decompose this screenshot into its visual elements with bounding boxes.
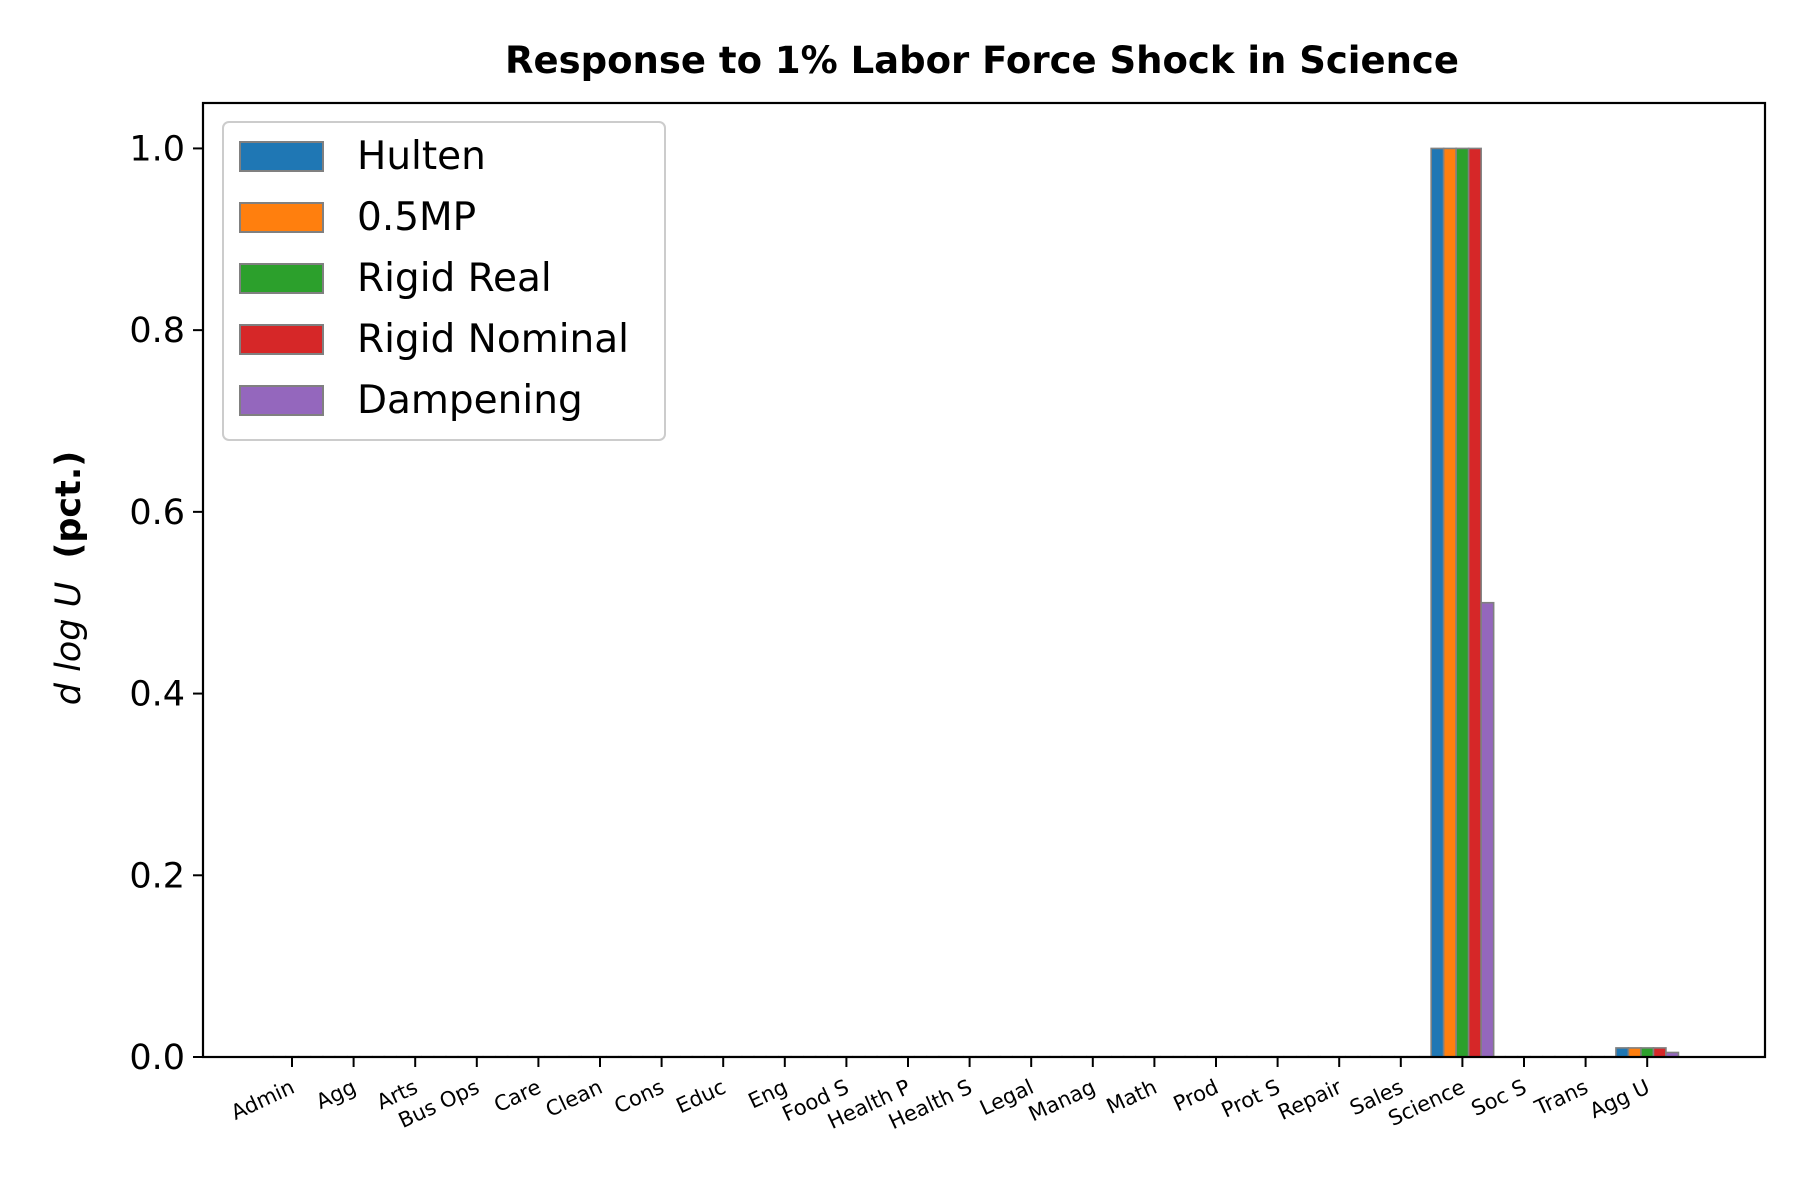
bar-hulten-science <box>1430 147 1445 1058</box>
legend-label: Rigid Real <box>357 256 552 301</box>
x-tick-label: Cons <box>611 1075 668 1119</box>
x-tick-label: Manag <box>1025 1075 1099 1127</box>
x-tick-label: Math <box>1103 1075 1161 1119</box>
x-tick-label: Repair <box>1274 1075 1345 1125</box>
y-tick-label: 1.0 <box>129 129 185 169</box>
legend: Hulten 0.5MP Rigid Real Rigid Nominal Dampen… <box>222 121 666 441</box>
y-tick-label: 0.2 <box>129 856 185 896</box>
legend-box <box>222 121 666 441</box>
legend-label: Rigid Nominal <box>357 317 629 362</box>
y-axis-label-unit: (pct.) <box>49 451 89 559</box>
x-tick-label: Agg <box>312 1075 359 1114</box>
legend-label: Dampening <box>357 378 583 423</box>
bar-rigid-real-agg-u <box>1640 1047 1655 1058</box>
legend-label: 0.5MP <box>357 195 476 240</box>
bar-0-5mp-agg-u <box>1627 1047 1642 1058</box>
bar-0-5mp-science <box>1442 147 1457 1058</box>
y-tick-label: 0.0 <box>129 1038 185 1078</box>
legend-swatch <box>239 263 324 294</box>
bar-rigid-nominal-agg-u <box>1652 1047 1667 1058</box>
x-tick-label: Prod <box>1170 1075 1222 1116</box>
y-tick-label: 0.8 <box>129 311 185 351</box>
legend-label: Hulten <box>357 134 486 179</box>
svg-text:d log U (pct.): d log U (pct.) <box>49 451 89 705</box>
legend-swatch <box>239 141 324 172</box>
bar-rigid-real-science <box>1455 147 1470 1058</box>
chart-title: Response to 1% Labor Force Shock in Scie… <box>505 39 1459 82</box>
x-tick-label: Admin <box>227 1075 298 1125</box>
x-tick-label: Care <box>490 1075 544 1117</box>
y-tick-label: 0.6 <box>129 493 185 533</box>
legend-swatch <box>239 385 324 416</box>
x-tick-label: Clean <box>542 1075 606 1122</box>
bar-hulten-agg-u <box>1615 1047 1630 1058</box>
y-axis-label-main: d log U <box>49 582 89 705</box>
x-tick-label: Agg U <box>1586 1075 1653 1123</box>
bar-dampening-science <box>1480 601 1495 1058</box>
x-tick-label: Trans <box>1530 1075 1591 1121</box>
bar-rigid-nominal-science <box>1467 147 1482 1058</box>
x-tick-label: Soc S <box>1468 1075 1530 1121</box>
legend-swatch <box>239 202 324 233</box>
x-tick-label: Prot S <box>1218 1075 1284 1123</box>
y-tick-label: 0.4 <box>129 675 185 715</box>
legend-swatch <box>239 324 324 355</box>
y-axis-label: d log U (pct.) <box>49 451 89 705</box>
x-tick-label: Educ <box>673 1075 730 1119</box>
plot-frame <box>201 101 1767 1059</box>
